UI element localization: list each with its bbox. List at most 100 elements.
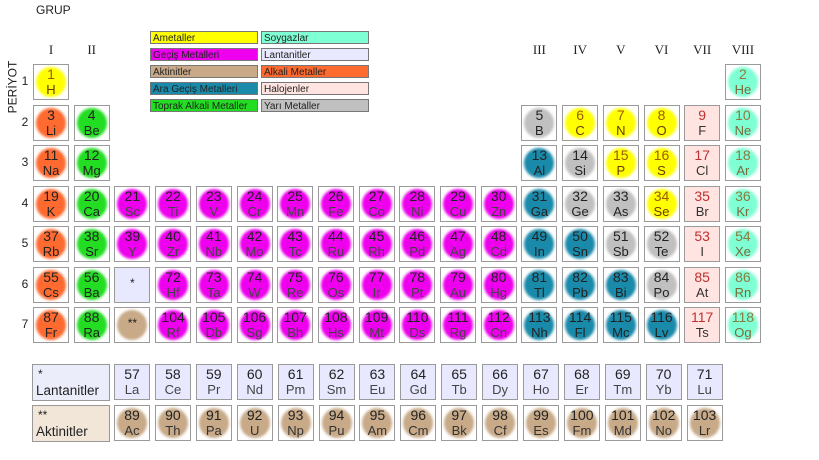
element-symbol: Ge bbox=[571, 203, 589, 219]
element-color-blob bbox=[565, 148, 596, 178]
element-color-blob bbox=[362, 408, 393, 438]
element-number: 5 bbox=[535, 106, 544, 123]
element-color-blob bbox=[320, 310, 351, 340]
period-label: 7 bbox=[21, 317, 29, 331]
element-color-blob bbox=[36, 107, 66, 138]
element-color-blob bbox=[239, 229, 270, 259]
element-number: 116 bbox=[650, 309, 673, 325]
element-cell: 18 Ar bbox=[724, 145, 761, 181]
element-symbol: Pd bbox=[409, 244, 426, 259]
element-symbol: Md bbox=[613, 423, 632, 438]
element-number: 11 bbox=[43, 147, 59, 163]
element-cell: 23 V bbox=[195, 185, 232, 222]
element-number: 106 bbox=[242, 309, 267, 325]
element-symbol: Sg bbox=[246, 325, 263, 340]
element-cell: 69 Tm bbox=[604, 364, 641, 400]
element-cell: 32 Ge bbox=[562, 185, 599, 222]
element-number: 90 bbox=[165, 407, 181, 423]
element-symbol: Ho bbox=[532, 382, 550, 397]
element-number: 19 bbox=[43, 187, 59, 204]
element-symbol: Bk bbox=[451, 423, 467, 438]
element-symbol: Kr bbox=[736, 203, 750, 219]
element-symbol: Fm bbox=[572, 423, 592, 438]
element-cell: 11 Na bbox=[33, 145, 69, 181]
element-symbol: Lv bbox=[654, 325, 669, 340]
element-cell: 116 Lv bbox=[643, 307, 680, 343]
element-symbol: Tm bbox=[613, 382, 633, 397]
element-cell: 29 Cu bbox=[440, 185, 476, 222]
element-color-blob bbox=[76, 148, 107, 178]
element-symbol: Bh bbox=[287, 325, 304, 340]
element-symbol: Hf bbox=[166, 284, 180, 300]
element-symbol: Cl bbox=[696, 163, 709, 178]
element-number: 70 bbox=[655, 366, 672, 382]
element-symbol: Pa bbox=[205, 423, 222, 438]
group-label: VII bbox=[693, 42, 712, 57]
element-symbol: S bbox=[657, 163, 666, 178]
element-number: 4 bbox=[87, 106, 96, 123]
element-number: 95 bbox=[369, 407, 386, 423]
element-cell: 93 Np bbox=[277, 405, 314, 441]
element-symbol: Po bbox=[653, 284, 670, 300]
element-cell: 86 Rn bbox=[724, 266, 761, 303]
element-cell: 59 Pr bbox=[195, 364, 232, 400]
element-cell: 91 Pa bbox=[195, 405, 232, 441]
element-color-blob bbox=[402, 269, 433, 300]
element-cell: 50 Sn bbox=[562, 226, 599, 262]
element-number: 6 bbox=[576, 106, 584, 123]
element-number: 104 bbox=[161, 309, 185, 325]
element-color-blob bbox=[402, 229, 433, 259]
element-number: 109 bbox=[364, 309, 389, 325]
element-number: 9 bbox=[698, 106, 707, 123]
element-cell: 95 Am bbox=[359, 405, 396, 441]
element-cell: 31 Ga bbox=[521, 185, 558, 222]
element-symbol: Ne bbox=[734, 122, 752, 138]
element-cell: 83 Bi bbox=[602, 266, 639, 303]
element-symbol: Rb bbox=[42, 244, 60, 259]
element-number: 57 bbox=[124, 366, 140, 382]
group-label: VIII bbox=[731, 42, 755, 57]
element-cell: 117 Ts bbox=[684, 307, 721, 343]
element-number: 51 bbox=[613, 228, 629, 244]
element-number: 62 bbox=[328, 366, 345, 382]
element-number: 102 bbox=[652, 407, 676, 423]
element-color-blob bbox=[198, 310, 229, 340]
element-cell: 37 Rb bbox=[33, 226, 69, 262]
element-symbol: Cf bbox=[493, 423, 507, 438]
element-symbol: Hg bbox=[490, 284, 507, 300]
element-cell: 20 Ca bbox=[73, 185, 110, 222]
period-label: 4 bbox=[21, 195, 29, 210]
element-cell: 65 Tb bbox=[441, 364, 478, 400]
element-number: 67 bbox=[533, 366, 549, 382]
element-color-blob bbox=[565, 269, 596, 300]
element-symbol: Tc bbox=[288, 244, 302, 259]
actinides-label: Aktinitler bbox=[36, 424, 88, 439]
element-symbol: Ti bbox=[167, 203, 179, 219]
element-symbol: Fe bbox=[328, 203, 344, 219]
element-symbol: Mo bbox=[245, 244, 264, 259]
element-cell: 102 No bbox=[645, 405, 682, 441]
element-cell: 84 Po bbox=[643, 266, 680, 303]
element-number: 59 bbox=[206, 366, 222, 382]
element-color-blob bbox=[524, 148, 555, 178]
element-symbol: Fl bbox=[574, 325, 586, 340]
element-cell: 55 Cs bbox=[33, 266, 69, 303]
element-color-blob bbox=[361, 188, 392, 219]
element-color-blob bbox=[320, 229, 351, 259]
element-symbol: Na bbox=[42, 163, 60, 178]
group-label: II bbox=[87, 42, 97, 57]
element-cell: 24 Cr bbox=[236, 185, 273, 222]
element-number: 54 bbox=[735, 228, 751, 244]
element-placeholder-star: * bbox=[130, 275, 135, 290]
element-cell: 118 Og bbox=[724, 307, 761, 343]
element-number: 49 bbox=[531, 228, 548, 244]
element-color-blob bbox=[402, 310, 433, 340]
element-symbol: In bbox=[533, 244, 545, 259]
element-placeholder-star: ** bbox=[127, 316, 138, 330]
element-number: 94 bbox=[328, 407, 345, 423]
element-number: 35 bbox=[694, 187, 710, 204]
element-color-blob bbox=[646, 107, 677, 138]
element-cell: 81 Tl bbox=[521, 266, 558, 303]
element-cell: 28 Ni bbox=[399, 185, 436, 222]
